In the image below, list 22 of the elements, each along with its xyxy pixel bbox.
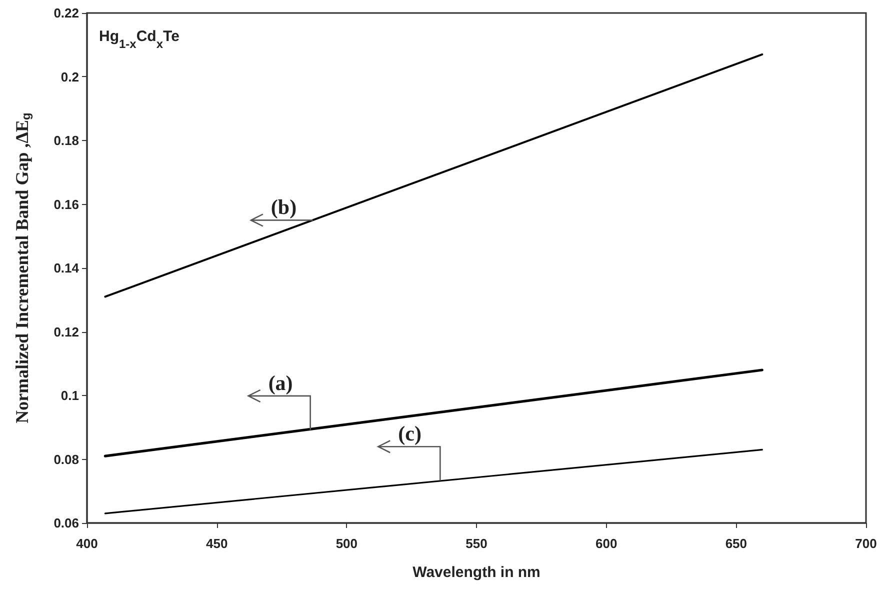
y-tick-label: 0.16 — [54, 196, 79, 212]
y-tick-label: 0.22 — [54, 6, 79, 20]
y-axis-title: Normalized Incremental Band Gap ,ΔEg — [12, 112, 33, 424]
y-tick-label: 0.12 — [54, 324, 79, 340]
annotation: (b) — [270, 195, 297, 220]
annotation: (c) — [398, 422, 422, 446]
y-tick-label: 0.18 — [54, 133, 79, 148]
x-tick-label: 700 — [855, 536, 877, 551]
x-axis-title: Wavelength in nm — [412, 564, 540, 581]
x-tick-label: 600 — [595, 536, 618, 551]
x-tick-label: 650 — [725, 536, 748, 551]
annotation: Hg$_{1-x}$Cd$_{x}$Te — [99, 28, 180, 51]
y-tick-label: 0.06 — [54, 516, 79, 530]
y-tick-label: 0.2 — [60, 69, 79, 84]
x-tick-label: 400 — [76, 536, 98, 551]
annotation: (a) — [268, 370, 293, 395]
y-tick-label: 0.14 — [54, 260, 80, 276]
x-tick-label: 450 — [206, 536, 228, 551]
x-tick-label: 550 — [466, 536, 488, 551]
y-tick-label: 0.1 — [60, 388, 79, 403]
y-tick-label: 0.08 — [54, 452, 79, 467]
x-tick-label: 500 — [336, 536, 358, 551]
